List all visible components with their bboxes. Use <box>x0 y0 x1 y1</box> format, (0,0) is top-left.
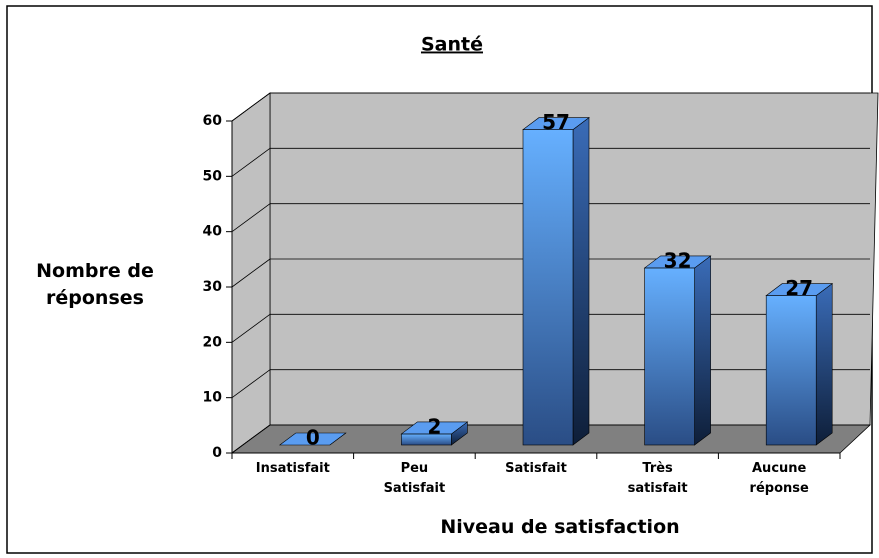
grid-line-side <box>231 314 271 343</box>
grid-line-side <box>231 258 271 288</box>
grid-line-side <box>231 369 271 398</box>
y-tick-label: 0 <box>212 445 222 461</box>
bar-side <box>815 283 833 446</box>
x-tick-label: Peu Satisfait <box>383 461 446 496</box>
y-tick-label: 10 <box>203 390 223 406</box>
bar-top <box>400 421 469 435</box>
x-tick-label: Très satisfait <box>627 461 688 496</box>
y-tick-label: 20 <box>203 334 223 350</box>
grid-line-side <box>231 148 271 177</box>
y-axis-title: Nombre de réponses <box>36 260 154 309</box>
bar <box>644 267 695 446</box>
bar <box>765 295 817 446</box>
value-label: 57 <box>542 110 570 134</box>
bar-side <box>694 255 711 446</box>
value-label: 32 <box>664 248 692 272</box>
y-tick-label: 60 <box>203 113 223 129</box>
value-label: 27 <box>785 276 813 300</box>
bar-top <box>522 117 590 130</box>
bar-top <box>278 432 347 446</box>
grid-line-side <box>231 424 271 454</box>
grid-line-side <box>231 92 271 122</box>
value-label: 0 <box>306 426 320 450</box>
y-tick-label: 40 <box>203 224 223 240</box>
x-tick-label: Aucune réponse <box>749 461 809 496</box>
bar-top <box>643 255 712 269</box>
y-tick-label: 50 <box>203 168 223 184</box>
bar-side <box>572 116 590 446</box>
y-tick-label: 30 <box>203 279 223 295</box>
value-label: 2 <box>427 414 441 438</box>
plot: 0 10 20 30 40 50 60 0 2 57 32 27 <box>203 92 879 461</box>
bar <box>522 129 574 446</box>
grid-line-side <box>231 203 271 232</box>
x-tick-label: Satisfait <box>505 461 567 476</box>
x-tick-label: Insatisfait <box>255 461 330 476</box>
x-axis-title: Niveau de satisfaction <box>440 516 680 538</box>
bar-top <box>765 283 834 296</box>
chart-title: Santé <box>421 34 483 56</box>
bar <box>401 433 452 446</box>
